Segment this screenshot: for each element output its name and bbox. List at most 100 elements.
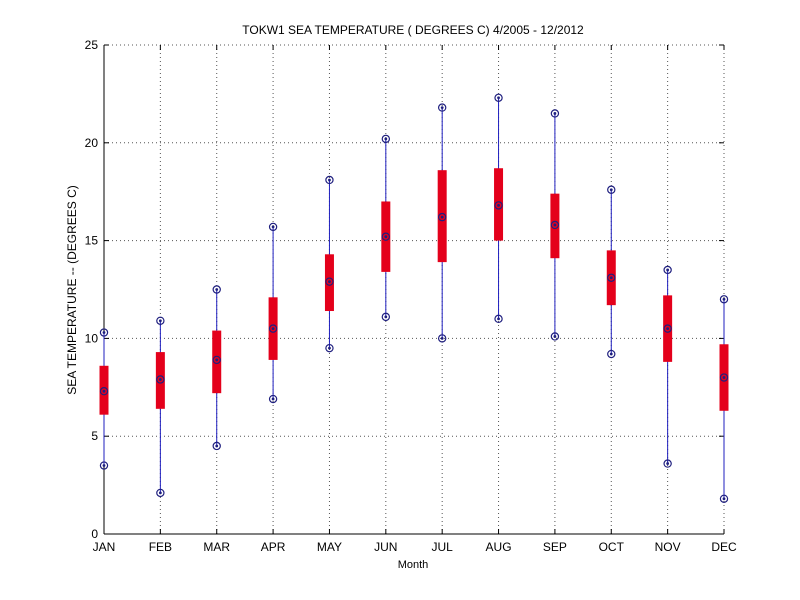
median-marker-dot xyxy=(384,235,388,239)
min-marker xyxy=(156,488,165,498)
box-sep xyxy=(550,109,560,341)
median-marker xyxy=(156,375,165,384)
min-marker xyxy=(719,494,729,503)
median-marker xyxy=(719,373,729,382)
median-marker xyxy=(325,277,334,286)
x-tick-label: AUG xyxy=(486,540,512,554)
max-marker-dot xyxy=(609,188,613,192)
box-jun xyxy=(381,134,391,322)
min-marker-dot xyxy=(609,352,613,356)
y-tick-label: 25 xyxy=(85,38,99,52)
min-marker xyxy=(325,343,334,353)
max-marker-dot xyxy=(497,96,500,100)
median-marker xyxy=(663,324,672,333)
median-marker xyxy=(550,220,560,230)
iqr-box xyxy=(212,330,222,394)
min-marker-dot xyxy=(497,317,500,321)
y-tick-label: 20 xyxy=(85,136,99,150)
min-marker xyxy=(607,349,616,359)
median-marker xyxy=(607,273,616,282)
max-marker-dot xyxy=(722,297,726,301)
min-marker xyxy=(268,394,278,404)
median-marker xyxy=(99,387,109,396)
max-marker-dot xyxy=(271,225,275,229)
max-marker-dot xyxy=(553,112,557,115)
x-axis-label: Month xyxy=(398,559,429,571)
y-tick-label: 10 xyxy=(85,331,99,345)
max-marker xyxy=(550,109,560,118)
y-tick-label: 0 xyxy=(91,527,98,541)
max-marker xyxy=(156,316,165,325)
max-marker-dot xyxy=(440,106,444,109)
y-tick-label: 5 xyxy=(91,429,98,443)
median-marker-dot xyxy=(722,376,726,379)
median-marker-dot xyxy=(440,215,444,219)
grid-lines xyxy=(104,44,725,534)
median-marker-dot xyxy=(102,389,106,393)
min-marker-dot xyxy=(328,346,331,350)
median-marker xyxy=(381,232,391,241)
box-jan xyxy=(99,328,109,470)
x-tick-label: SEP xyxy=(543,540,567,554)
max-marker xyxy=(607,185,616,194)
box-apr xyxy=(268,222,278,404)
max-marker xyxy=(437,103,447,112)
box-aug xyxy=(494,93,504,324)
min-marker-dot xyxy=(158,491,162,495)
median-marker xyxy=(268,324,278,333)
min-marker xyxy=(494,314,503,324)
y-tick-label: 15 xyxy=(85,234,99,248)
max-marker-dot xyxy=(215,288,219,291)
box-mar xyxy=(212,285,222,451)
min-marker-dot xyxy=(384,315,388,319)
max-marker xyxy=(381,134,391,144)
max-marker xyxy=(719,295,729,304)
max-marker xyxy=(325,175,334,185)
box-dec xyxy=(719,295,729,503)
median-marker-dot xyxy=(497,203,500,207)
min-marker-dot xyxy=(666,462,670,465)
max-marker-dot xyxy=(328,178,331,182)
min-marker-dot xyxy=(553,335,557,338)
median-marker-dot xyxy=(553,223,557,227)
x-tick-label: MAR xyxy=(203,540,230,554)
max-marker-dot xyxy=(666,268,670,272)
x-tick-label: JUN xyxy=(374,540,397,554)
y-axis-label: SEA TEMPERATURE -- (DEGREES C) xyxy=(65,185,79,395)
box-nov xyxy=(663,265,673,468)
min-marker xyxy=(212,441,221,451)
median-marker-dot xyxy=(158,378,162,381)
min-marker xyxy=(99,461,109,470)
median-marker xyxy=(494,201,503,210)
min-marker-dot xyxy=(722,497,726,501)
min-marker xyxy=(437,334,447,343)
max-marker-dot xyxy=(102,331,106,334)
median-marker-dot xyxy=(215,358,219,362)
min-marker xyxy=(550,332,560,341)
x-tick-label: NOV xyxy=(655,540,681,554)
min-marker-dot xyxy=(440,337,444,340)
x-tick-label: MAY xyxy=(317,540,342,554)
max-marker xyxy=(494,93,503,103)
median-marker-dot xyxy=(328,280,331,284)
min-marker-dot xyxy=(215,444,219,448)
box-may xyxy=(324,175,334,353)
median-marker-dot xyxy=(609,276,613,280)
min-marker-dot xyxy=(271,397,275,401)
max-marker xyxy=(99,328,109,337)
box-oct xyxy=(606,185,616,359)
boxplot-marks xyxy=(99,93,729,503)
box-feb xyxy=(155,316,165,498)
box-jul xyxy=(437,103,447,343)
chart-title: TOKW1 SEA TEMPERATURE ( DEGREES C) 4/200… xyxy=(242,23,584,37)
min-marker xyxy=(381,312,391,322)
x-tick-label: DEC xyxy=(711,540,737,554)
x-tick-label: OCT xyxy=(599,540,625,554)
median-marker xyxy=(212,355,221,365)
x-tick-label: APR xyxy=(261,540,286,554)
tick-labels: 0 5 10 15 20 25 JAN FEB MAR APR MAY JUN JUL AUG SEP OCT… xyxy=(85,38,737,554)
max-marker xyxy=(268,222,278,232)
max-marker xyxy=(212,285,221,294)
